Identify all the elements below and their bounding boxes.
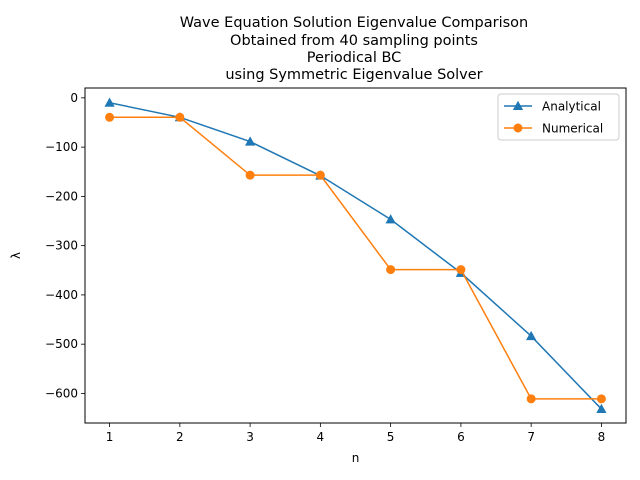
x-tick-label: 3 bbox=[246, 430, 254, 444]
x-tick-label: 7 bbox=[527, 430, 535, 444]
chart-title: Wave Equation Solution Eigenvalue Compar… bbox=[180, 15, 528, 83]
analytical-data-point bbox=[104, 97, 115, 107]
numerical-data-point bbox=[596, 394, 606, 404]
title-line-4: using Symmetric Eigenvalue Solver bbox=[225, 67, 482, 83]
analytical-data-point bbox=[385, 214, 396, 224]
y-tick-label: −200 bbox=[45, 189, 78, 203]
x-axis-ticks: 1 2 3 4 5 6 7 8 bbox=[106, 423, 605, 444]
title-line-1: Wave Equation Solution Eigenvalue Compar… bbox=[180, 15, 528, 31]
numerical-legend-marker bbox=[513, 123, 523, 133]
y-tick-label: −300 bbox=[45, 239, 78, 253]
y-axis-label: λ bbox=[9, 252, 23, 259]
x-tick-label: 1 bbox=[106, 430, 114, 444]
y-tick-label: −400 bbox=[45, 288, 78, 302]
y-tick-label: −600 bbox=[45, 386, 78, 400]
x-tick-label: 4 bbox=[317, 430, 325, 444]
numerical-data-point bbox=[175, 112, 185, 122]
analytical-data-point bbox=[596, 403, 607, 414]
x-tick-label: 5 bbox=[387, 430, 395, 444]
x-tick-label: 8 bbox=[598, 430, 606, 444]
analytical-data-point bbox=[245, 136, 256, 146]
x-axis-label: n bbox=[352, 451, 360, 465]
numerical-data-point bbox=[315, 170, 325, 180]
analytical-series-line bbox=[109, 101, 602, 410]
numerical-legend-label: Numerical bbox=[542, 122, 603, 136]
analytical-legend-label: Analytical bbox=[542, 100, 601, 114]
analytical-legend-marker bbox=[512, 100, 524, 110]
numerical-data-point bbox=[386, 265, 396, 275]
analytical-data-point bbox=[526, 330, 537, 341]
numerical-data-point bbox=[526, 394, 536, 404]
numerical-series-line bbox=[109, 116, 602, 400]
x-tick-label: 6 bbox=[457, 430, 465, 444]
axes-frame bbox=[84, 87, 627, 424]
x-tick-label: 2 bbox=[176, 430, 184, 444]
numerical-data-point bbox=[245, 170, 255, 180]
series-group bbox=[104, 97, 607, 414]
y-axis-ticks: 0 −100 −200 −300 −400 −500 −600 bbox=[45, 91, 85, 400]
legend: Analytical Numerical bbox=[497, 93, 620, 141]
title-line-3: Periodical BC bbox=[307, 50, 402, 66]
numerical-data-point bbox=[105, 112, 115, 122]
title-line-2: Obtained from 40 sampling points bbox=[230, 33, 478, 49]
numerical-data-point bbox=[456, 265, 466, 275]
y-tick-label: −100 bbox=[45, 140, 78, 154]
y-tick-label: −500 bbox=[45, 337, 78, 351]
y-tick-label: 0 bbox=[70, 91, 78, 105]
